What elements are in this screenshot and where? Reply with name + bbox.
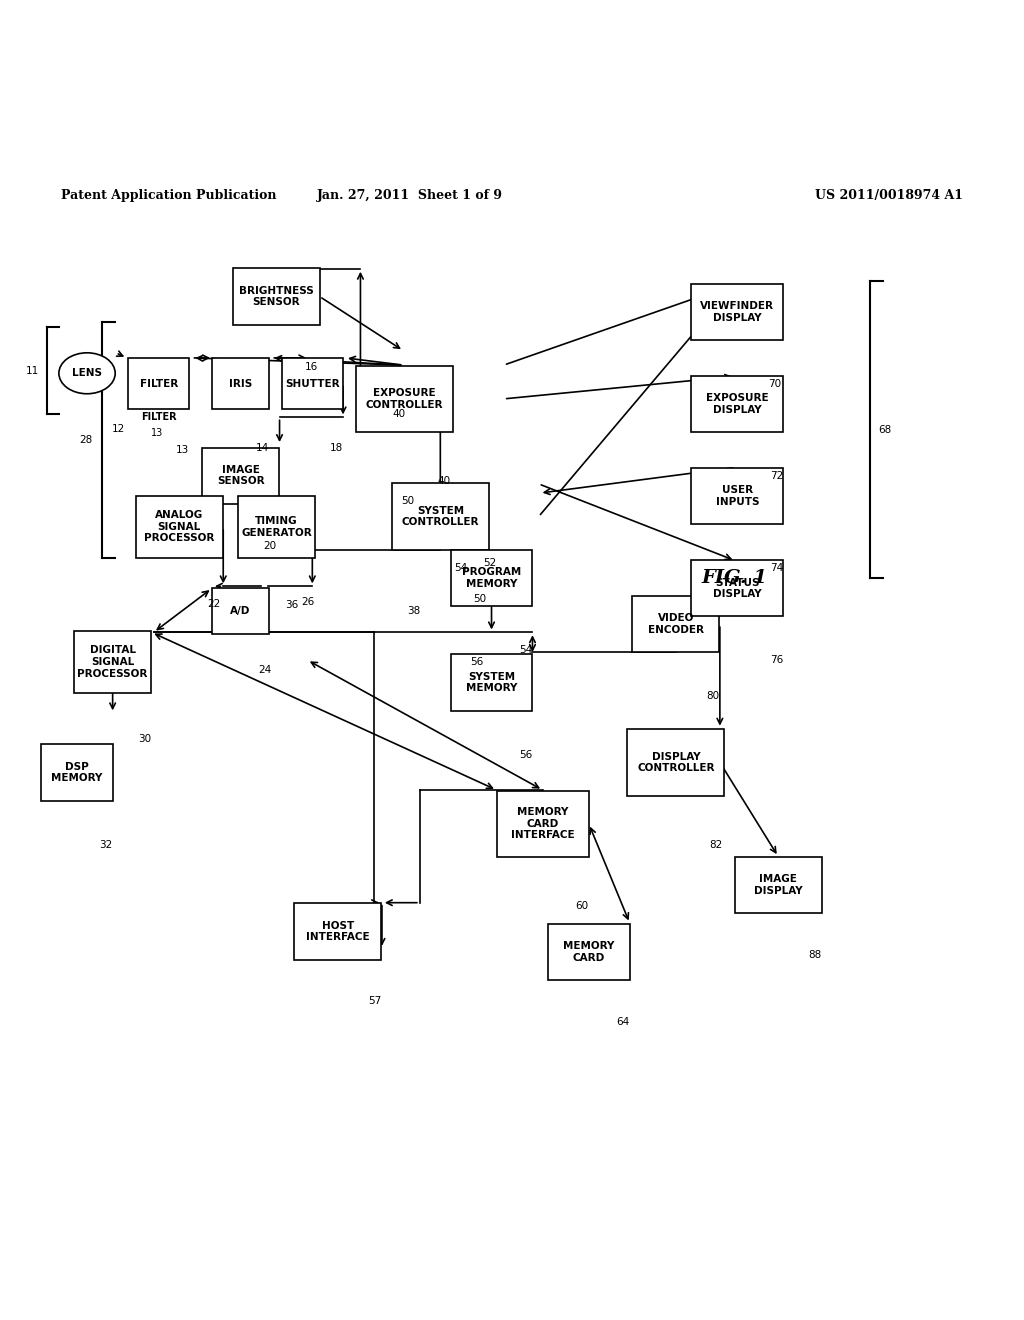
Text: 40: 40 [392,409,406,420]
Text: IMAGE
SENSOR: IMAGE SENSOR [217,465,264,487]
Text: DSP
MEMORY: DSP MEMORY [51,762,102,784]
Text: FIG. 1: FIG. 1 [701,569,767,587]
Text: 68: 68 [879,425,892,434]
Text: EXPOSURE
CONTROLLER: EXPOSURE CONTROLLER [366,388,443,409]
Text: 28: 28 [79,434,92,445]
Text: 56: 56 [519,750,532,759]
Ellipse shape [59,352,115,393]
Text: DIGITAL
SIGNAL
PROCESSOR: DIGITAL SIGNAL PROCESSOR [78,645,147,678]
Text: 13: 13 [151,428,163,437]
Text: IMAGE
DISPLAY: IMAGE DISPLAY [754,874,803,896]
Text: HOST
INTERFACE: HOST INTERFACE [306,920,370,942]
Text: SYSTEM
CONTROLLER: SYSTEM CONTROLLER [401,506,479,528]
FancyBboxPatch shape [202,447,279,504]
Text: ANALOG
SIGNAL
PROCESSOR: ANALOG SIGNAL PROCESSOR [144,511,214,544]
FancyBboxPatch shape [691,560,783,616]
FancyBboxPatch shape [233,268,319,325]
Text: SHUTTER: SHUTTER [285,379,340,388]
FancyBboxPatch shape [735,857,821,913]
Text: 70: 70 [768,379,781,389]
Text: 16: 16 [305,362,317,371]
Text: SYSTEM
MEMORY: SYSTEM MEMORY [466,672,517,693]
Text: TIMING
GENERATOR: TIMING GENERATOR [241,516,312,537]
FancyBboxPatch shape [451,655,532,710]
Text: 20: 20 [263,541,276,550]
Text: 74: 74 [770,564,783,573]
Text: 82: 82 [709,840,722,850]
FancyBboxPatch shape [356,366,453,432]
FancyBboxPatch shape [295,903,382,960]
FancyBboxPatch shape [213,358,268,409]
Text: DISPLAY
CONTROLLER: DISPLAY CONTROLLER [637,751,715,774]
Text: 56: 56 [470,657,483,667]
Text: 11: 11 [26,366,39,376]
FancyBboxPatch shape [75,631,152,693]
FancyBboxPatch shape [633,597,719,652]
Text: 13: 13 [176,445,189,455]
Text: 12: 12 [113,425,125,434]
Text: FILTER: FILTER [141,412,176,422]
FancyBboxPatch shape [213,587,268,634]
Text: VIDEO
ENCODER: VIDEO ENCODER [648,614,703,635]
Text: 72: 72 [770,471,783,480]
Text: 24: 24 [258,664,271,675]
Text: 76: 76 [770,656,783,665]
FancyBboxPatch shape [548,924,630,979]
Text: 54: 54 [454,562,467,573]
Text: 18: 18 [330,444,343,453]
FancyBboxPatch shape [391,483,489,550]
Text: MEMORY
CARD: MEMORY CARD [563,941,614,962]
Text: EXPOSURE
DISPLAY: EXPOSURE DISPLAY [706,393,769,414]
FancyBboxPatch shape [451,550,532,606]
Text: 57: 57 [369,997,381,1006]
FancyBboxPatch shape [135,496,222,557]
Text: VIEWFINDER
DISPLAY: VIEWFINDER DISPLAY [700,301,774,322]
Text: BRIGHTNESS
SENSOR: BRIGHTNESS SENSOR [240,285,313,308]
Text: LENS: LENS [72,368,102,379]
FancyBboxPatch shape [691,284,783,341]
Text: Jan. 27, 2011  Sheet 1 of 9: Jan. 27, 2011 Sheet 1 of 9 [316,189,503,202]
Text: A/D: A/D [230,606,251,616]
Text: 26: 26 [301,597,314,606]
Text: 50: 50 [401,496,415,507]
FancyBboxPatch shape [238,496,315,557]
Text: 22: 22 [207,598,220,609]
FancyBboxPatch shape [128,358,189,409]
Text: 14: 14 [256,444,268,453]
Text: US 2011/0018974 A1: US 2011/0018974 A1 [814,189,963,202]
Text: USER
INPUTS: USER INPUTS [716,486,759,507]
FancyBboxPatch shape [282,358,343,409]
Text: 50: 50 [473,594,486,605]
Text: 38: 38 [408,606,421,616]
FancyBboxPatch shape [497,791,589,857]
FancyBboxPatch shape [691,376,783,432]
Text: 32: 32 [99,840,113,850]
Text: FILTER: FILTER [139,379,178,388]
Text: 54: 54 [519,645,532,655]
Text: 60: 60 [575,902,589,911]
Text: 36: 36 [285,599,298,610]
Text: 52: 52 [483,558,497,568]
FancyBboxPatch shape [691,469,783,524]
Text: 88: 88 [809,950,821,961]
Text: Patent Application Publication: Patent Application Publication [61,189,276,202]
Text: 64: 64 [616,1016,630,1027]
FancyBboxPatch shape [627,729,725,796]
Text: PROGRAM
MEMORY: PROGRAM MEMORY [462,568,521,589]
FancyBboxPatch shape [41,744,113,801]
Text: STATUS
DISPLAY: STATUS DISPLAY [713,578,762,599]
Text: 80: 80 [707,692,719,701]
Text: 40: 40 [438,477,451,486]
Text: MEMORY
CARD
INTERFACE: MEMORY CARD INTERFACE [511,808,574,841]
Text: IRIS: IRIS [229,379,252,388]
Text: 30: 30 [137,734,151,743]
